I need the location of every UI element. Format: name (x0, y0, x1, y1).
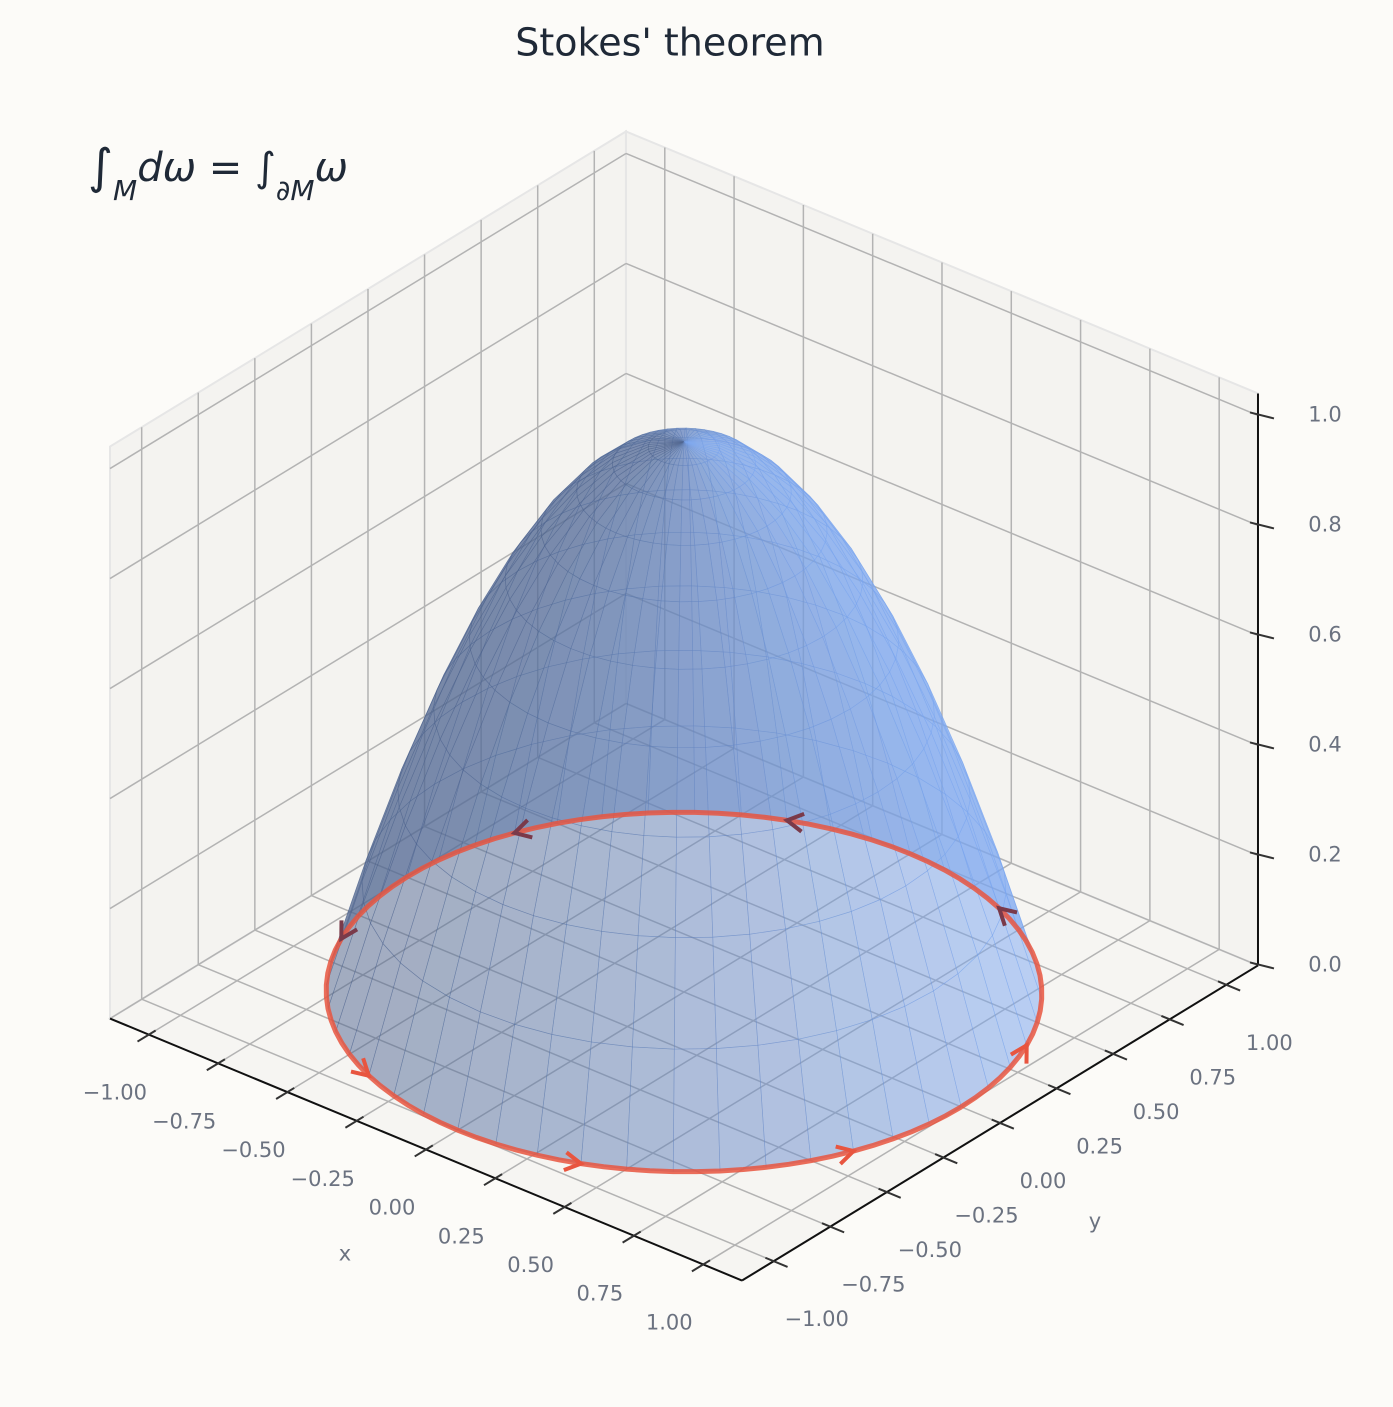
y-tick (991, 1118, 1015, 1130)
grid-line (625, 152, 1259, 417)
x-tick-label: 0.25 (438, 1224, 485, 1248)
surface-patch (637, 835, 677, 938)
z-tick-label: 1.0 (1308, 402, 1341, 426)
boundary-curve (323, 809, 1045, 1175)
surface-patch (712, 933, 759, 1049)
plot-area: −1.00−0.75−0.50−0.250.000.250.500.751.00… (83, 129, 1342, 1334)
z-tick-label: 0.8 (1308, 512, 1341, 536)
y-tick-label: 0.25 (1076, 1134, 1123, 1158)
y-tick-label: −0.50 (898, 1238, 962, 1262)
x-tick-label: −0.75 (152, 1109, 216, 1133)
annotation-part: ∂M (276, 174, 315, 207)
z-tick (1249, 631, 1275, 640)
surface-patch (678, 601, 703, 670)
surface-patch (675, 836, 714, 938)
y-tick-label: −1.00 (785, 1307, 849, 1331)
direction-arrow (835, 1144, 858, 1166)
annotation-part: ω (315, 145, 349, 191)
z-tick (1249, 961, 1275, 970)
x-tick-label: 0.00 (369, 1196, 416, 1220)
grid-line (625, 262, 1259, 527)
y-tick (1047, 1084, 1071, 1096)
grid-line (109, 372, 627, 690)
x-tick-label: 1.00 (646, 1310, 693, 1334)
x-tick (552, 1201, 572, 1215)
z-tick-label: 0.4 (1308, 732, 1341, 756)
direction-arrow (339, 920, 359, 943)
grid-line (109, 262, 627, 580)
direction-arrow (350, 1057, 372, 1079)
surface-patch (677, 668, 706, 749)
y-tick-label: 1.00 (1246, 1031, 1293, 1055)
z-tick (1249, 851, 1275, 860)
surface-patch (716, 1044, 767, 1172)
x-tick-label: −1.00 (83, 1081, 147, 1105)
direction-arrow (563, 1150, 586, 1173)
direction-arrow (1009, 1041, 1029, 1064)
surface-patch (643, 745, 678, 838)
y-tick (1217, 980, 1241, 992)
x-tick (136, 1029, 157, 1043)
surface-patch (673, 936, 717, 1050)
y-tick-label: 0.50 (1133, 1100, 1180, 1124)
y-tick-label: −0.75 (841, 1273, 905, 1297)
x-tick-label: −0.50 (221, 1138, 285, 1162)
z-tick-label: 0.0 (1308, 952, 1341, 976)
y-tick-label: 0.00 (1020, 1169, 1067, 1193)
y-tick (765, 1256, 788, 1268)
annotation: ∫Mdω = ∫∂Mω (88, 139, 348, 207)
x-tick-label: 0.75 (577, 1282, 624, 1306)
z-tick (1249, 741, 1275, 750)
y-tick (1104, 1049, 1128, 1061)
surface-patch (632, 935, 676, 1050)
y-tick-label: −0.25 (954, 1204, 1018, 1228)
grid-line (625, 372, 1259, 637)
direction-arrow (996, 905, 1018, 927)
x-axis-label: x (339, 1242, 351, 1266)
x-tick (622, 1230, 642, 1244)
z-tick (1249, 521, 1275, 530)
z-tick (1249, 411, 1275, 420)
y-tick (878, 1187, 902, 1199)
x-tick-label: 0.50 (507, 1253, 554, 1277)
z-tick-label: 0.2 (1308, 842, 1341, 866)
annotation-part: dω = ∫ (137, 145, 276, 191)
annotation-part: M (113, 174, 137, 207)
y-axis-label: y (1089, 1209, 1101, 1233)
surface-patch (672, 1048, 721, 1172)
x-tick (344, 1115, 365, 1129)
direction-arrow (510, 818, 533, 840)
x-tick (691, 1259, 711, 1273)
z-tick-label: 0.6 (1308, 622, 1341, 646)
x-tick-label: −0.25 (291, 1167, 355, 1191)
y-tick (821, 1222, 845, 1234)
grid-line (109, 152, 627, 470)
direction-arrow (782, 811, 805, 834)
x-tick (483, 1173, 503, 1187)
y-tick-label: 0.75 (1189, 1065, 1236, 1089)
y-tick (934, 1153, 958, 1165)
y-tick (1161, 1014, 1184, 1027)
surface-patch (676, 747, 710, 838)
x-tick (414, 1144, 434, 1158)
annotation-part: ∫ (88, 139, 113, 195)
chart-title: Stokes' theorem (515, 21, 824, 65)
surface-patch (626, 1046, 675, 1172)
x-tick (206, 1058, 226, 1072)
x-tick (275, 1087, 295, 1100)
